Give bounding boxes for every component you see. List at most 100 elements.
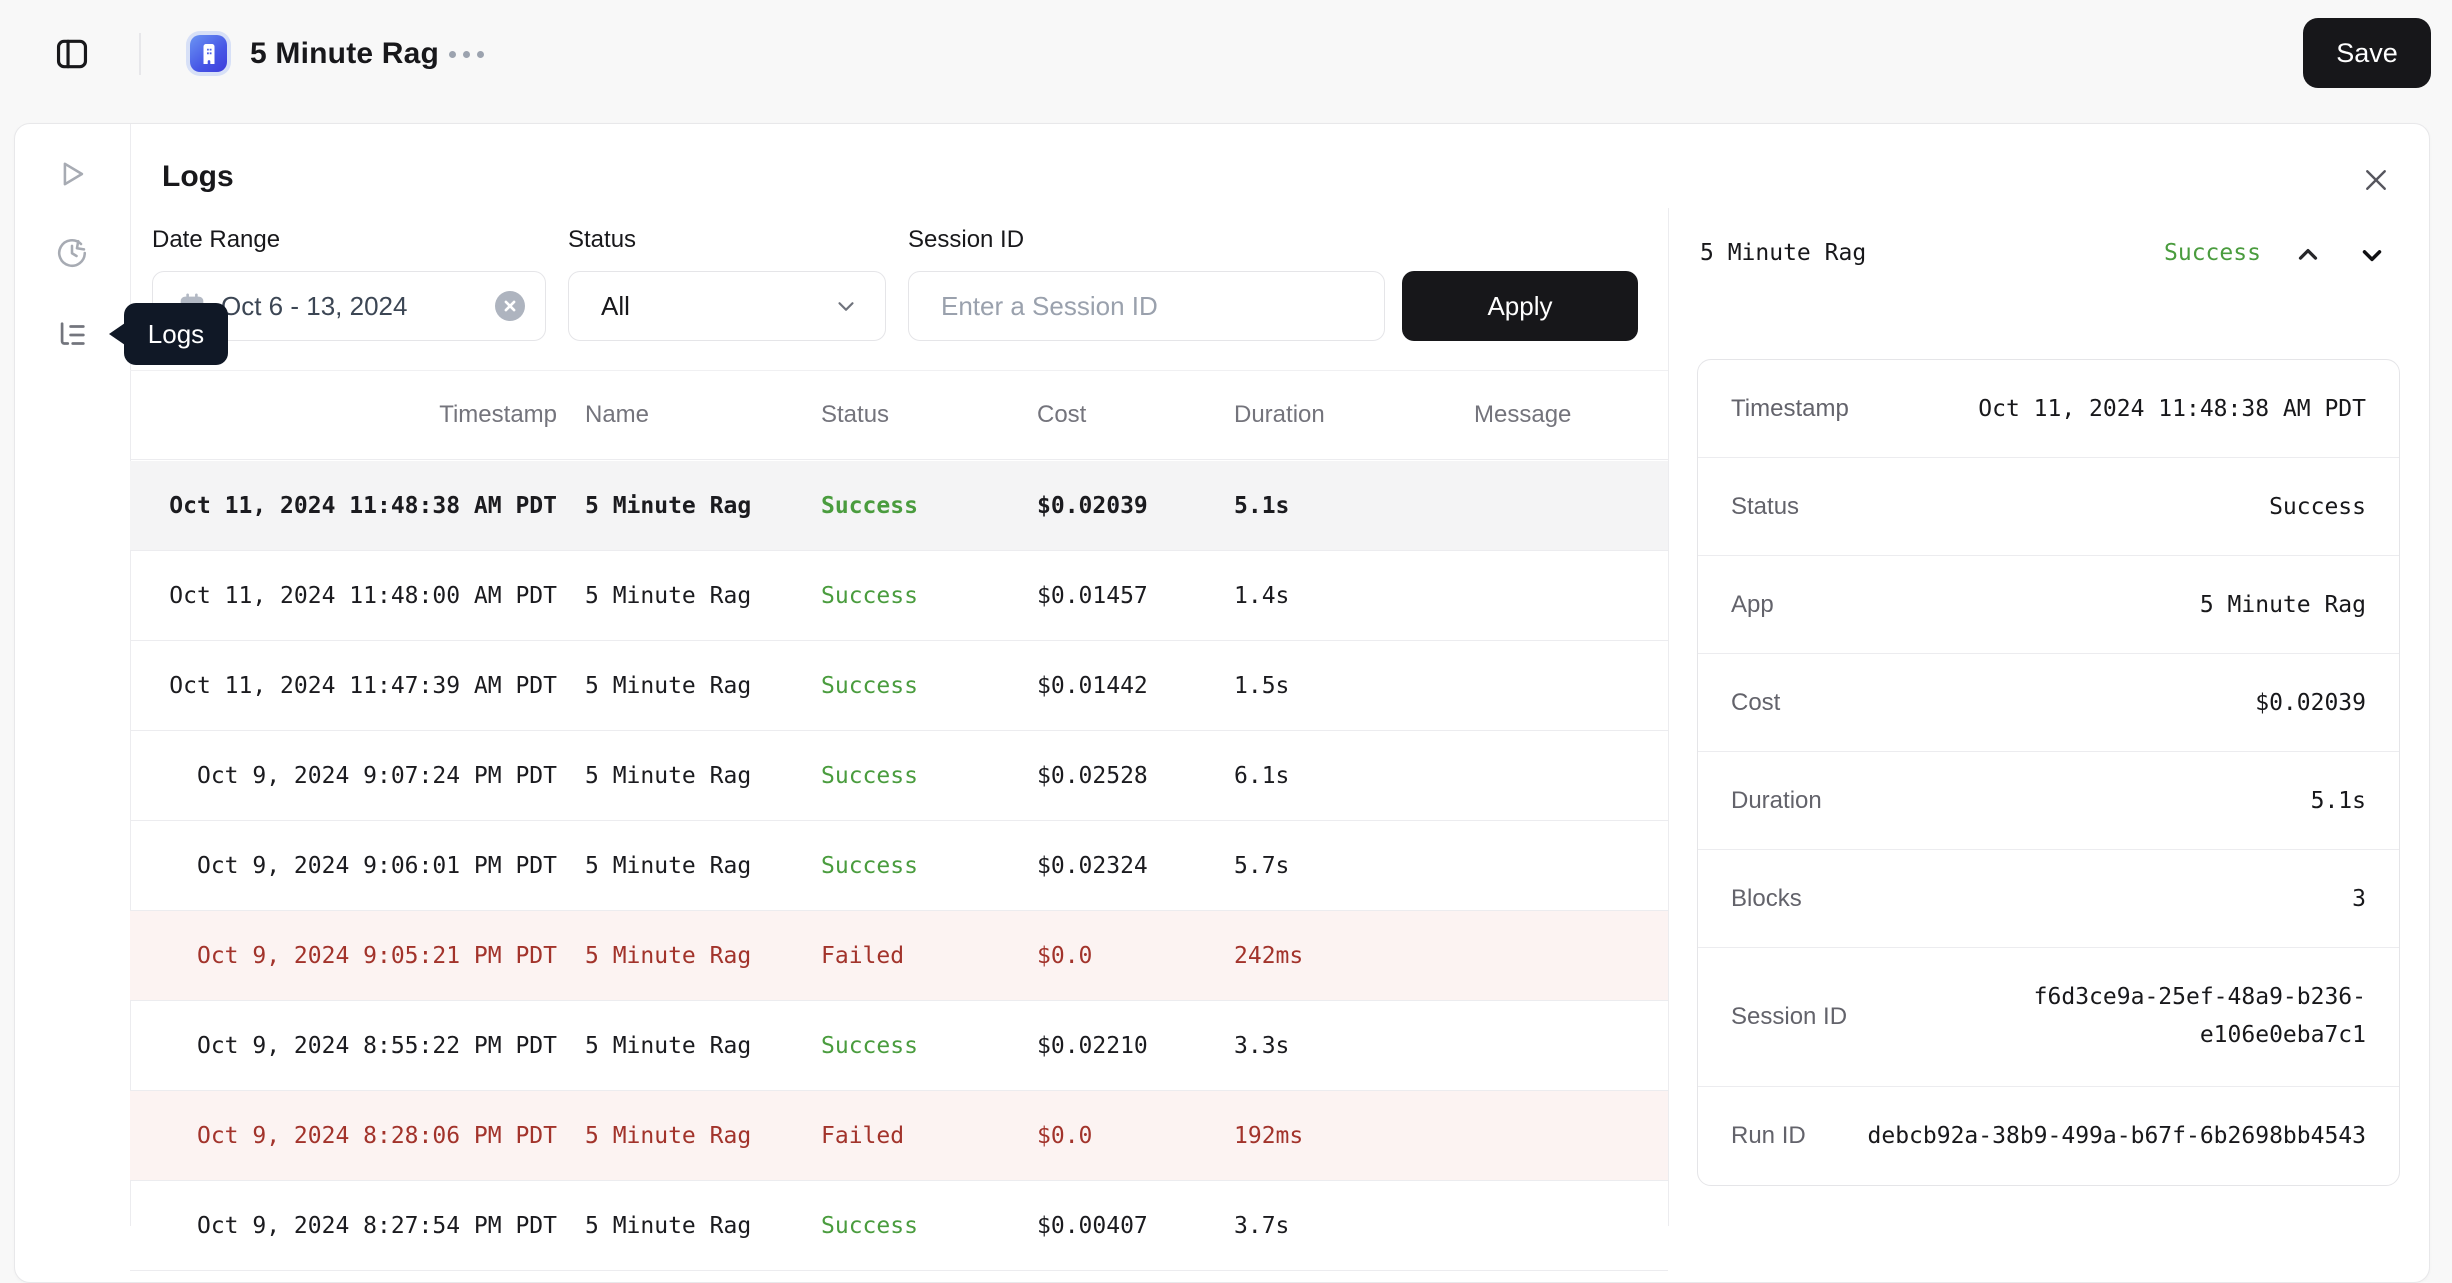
- cell-status: Success: [821, 763, 1009, 789]
- chevron-down-icon: [2357, 240, 2387, 270]
- cell-name: 5 Minute Rag: [585, 943, 793, 969]
- status-label: Status: [568, 226, 636, 254]
- detail-value: 3: [2352, 886, 2366, 912]
- clear-date-button[interactable]: [495, 291, 525, 321]
- detail-label: Blocks: [1731, 885, 1802, 913]
- panel-left-icon: [53, 35, 91, 73]
- cell-cost: $0.01457: [1037, 583, 1206, 609]
- prev-log-button[interactable]: [2288, 238, 2328, 272]
- header-divider: [139, 33, 141, 75]
- log-rows: Oct 11, 2024 11:48:38 AM PDT 5 Minute Ra…: [130, 461, 1668, 1271]
- cell-cost: $0.02528: [1037, 763, 1206, 789]
- detail-row: Timestamp Oct 11, 2024 11:48:38 AM PDT: [1698, 360, 2399, 458]
- cell-status: Success: [821, 853, 1009, 879]
- apply-button[interactable]: Apply: [1402, 271, 1638, 341]
- close-button[interactable]: [2354, 158, 2398, 202]
- history-icon: [55, 236, 89, 270]
- cell-name: 5 Minute Rag: [585, 493, 793, 519]
- detail-label: Status: [1731, 493, 1799, 521]
- sidebar-item-logs[interactable]: [48, 311, 96, 359]
- cell-timestamp: Oct 9, 2024 8:28:06 PM PDT: [160, 1123, 557, 1149]
- cell-status: Failed: [821, 1123, 1009, 1149]
- tooltip-label: Logs: [148, 319, 204, 350]
- table-row[interactable]: Oct 9, 2024 8:28:06 PM PDT 5 Minute Rag …: [130, 1091, 1668, 1181]
- detail-row: Run ID debcb92a-38b9-499a-b67f-6b2698bb4…: [1698, 1087, 2399, 1185]
- page-title: 5 Minute Rag: [250, 36, 439, 72]
- cell-status: Success: [821, 673, 1009, 699]
- cell-cost: $0.01442: [1037, 673, 1206, 699]
- cell-name: 5 Minute Rag: [585, 1123, 793, 1149]
- cell-duration: 242ms: [1234, 943, 1446, 969]
- detail-label: App: [1731, 591, 1774, 619]
- cell-name: 5 Minute Rag: [585, 853, 793, 879]
- cell-timestamp: Oct 11, 2024 11:47:39 AM PDT: [160, 673, 557, 699]
- tooltip-arrow: [109, 323, 125, 345]
- content-divider: [1668, 208, 1669, 1226]
- status-select[interactable]: All: [568, 271, 886, 341]
- chevron-down-icon: [833, 293, 859, 319]
- cell-timestamp: Oct 11, 2024 11:48:00 AM PDT: [160, 583, 557, 609]
- detail-label: Cost: [1731, 689, 1780, 717]
- table-row[interactable]: Oct 9, 2024 8:55:22 PM PDT 5 Minute Rag …: [130, 1001, 1668, 1091]
- detail-value: f6d3ce9a-25ef-48a9-b236-e106e0eba7c1: [2034, 979, 2366, 1055]
- logs-icon: [55, 318, 89, 352]
- app-menu-ellipsis-icon[interactable]: [449, 40, 484, 68]
- cell-timestamp: Oct 9, 2024 9:05:21 PM PDT: [160, 943, 557, 969]
- table-row[interactable]: Oct 9, 2024 9:07:24 PM PDT 5 Minute Rag …: [130, 731, 1668, 821]
- app-screen: 5 Minute Rag Save Logs Logs Date Range S…: [0, 0, 2452, 1226]
- detail-value: $0.02039: [2255, 690, 2366, 716]
- column-timestamp: Timestamp: [160, 401, 557, 429]
- cell-name: 5 Minute Rag: [585, 583, 793, 609]
- cell-status: Success: [821, 1033, 1009, 1059]
- cell-cost: $0.0: [1037, 1123, 1206, 1149]
- play-icon: [55, 157, 89, 191]
- table-row[interactable]: Oct 9, 2024 9:06:01 PM PDT 5 Minute Rag …: [130, 821, 1668, 911]
- save-button[interactable]: Save: [2303, 18, 2431, 88]
- cell-duration: 1.5s: [1234, 673, 1446, 699]
- cell-timestamp: Oct 9, 2024 8:55:22 PM PDT: [160, 1033, 557, 1059]
- column-duration: Duration: [1234, 401, 1446, 429]
- table-row[interactable]: Oct 9, 2024 8:27:54 PM PDT 5 Minute Rag …: [130, 1181, 1668, 1271]
- detail-title: 5 Minute Rag: [1700, 240, 1866, 266]
- cell-duration: 3.3s: [1234, 1033, 1446, 1059]
- cell-cost: $0.02210: [1037, 1033, 1206, 1059]
- detail-value: debcb92a-38b9-499a-b67f-6b2698bb4543: [1868, 1123, 2367, 1149]
- date-range-value: Oct 6 - 13, 2024: [221, 291, 481, 322]
- logs-panel-title: Logs: [162, 160, 234, 194]
- chevron-up-icon: [2293, 240, 2323, 270]
- logs-tooltip: Logs: [124, 303, 228, 365]
- cell-duration: 1.4s: [1234, 583, 1446, 609]
- sidebar-toggle-button[interactable]: [48, 30, 96, 78]
- column-cost: Cost: [1037, 401, 1206, 429]
- column-message: Message: [1474, 401, 1668, 429]
- session-id-input[interactable]: [909, 272, 1360, 340]
- cell-duration: 6.1s: [1234, 763, 1446, 789]
- detail-row: Cost $0.02039: [1698, 654, 2399, 752]
- session-id-label: Session ID: [908, 226, 1024, 254]
- cell-name: 5 Minute Rag: [585, 763, 793, 789]
- detail-row: Status Success: [1698, 458, 2399, 556]
- cell-name: 5 Minute Rag: [585, 673, 793, 699]
- cell-timestamp: Oct 11, 2024 11:48:38 AM PDT: [160, 493, 557, 519]
- table-row[interactable]: Oct 9, 2024 9:05:21 PM PDT 5 Minute Rag …: [130, 911, 1668, 1001]
- cell-status: Success: [821, 583, 1009, 609]
- next-log-button[interactable]: [2352, 238, 2392, 272]
- detail-row: Session ID f6d3ce9a-25ef-48a9-b236-e106e…: [1698, 948, 2399, 1087]
- detail-box: Timestamp Oct 11, 2024 11:48:38 AM PDT S…: [1697, 359, 2400, 1186]
- table-row[interactable]: Oct 11, 2024 11:48:00 AM PDT 5 Minute Ra…: [130, 551, 1668, 641]
- detail-value: Success: [2269, 494, 2366, 520]
- cell-timestamp: Oct 9, 2024 9:06:01 PM PDT: [160, 853, 557, 879]
- detail-value: 5.1s: [2311, 788, 2366, 814]
- detail-label: Run ID: [1731, 1122, 1806, 1150]
- table-row[interactable]: Oct 11, 2024 11:47:39 AM PDT 5 Minute Ra…: [130, 641, 1668, 731]
- cell-cost: $0.02324: [1037, 853, 1206, 879]
- sidebar-item-history[interactable]: [48, 229, 96, 277]
- sidebar-item-run[interactable]: [48, 150, 96, 198]
- close-icon: [2361, 165, 2391, 195]
- status-select-value: All: [601, 291, 630, 322]
- detail-row: App 5 Minute Rag: [1698, 556, 2399, 654]
- session-id-field: [908, 271, 1385, 341]
- table-row[interactable]: Oct 11, 2024 11:48:38 AM PDT 5 Minute Ra…: [130, 461, 1668, 551]
- app-logo-icon: [190, 35, 227, 72]
- detail-label: Duration: [1731, 787, 1822, 815]
